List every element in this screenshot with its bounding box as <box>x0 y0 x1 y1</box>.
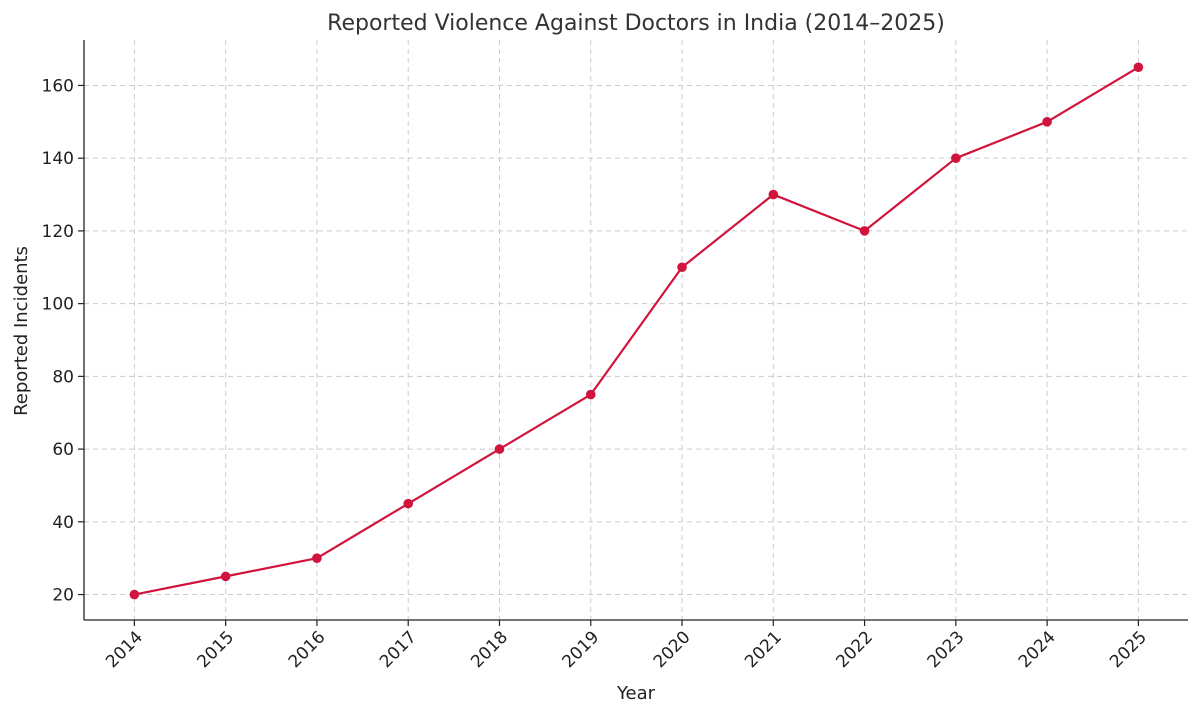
data-series <box>129 62 1144 600</box>
y-tick-label: 60 <box>52 440 74 460</box>
y-tick-label: 100 <box>42 295 74 315</box>
data-point <box>677 262 687 273</box>
series-line <box>134 66 1139 596</box>
y-tick-label: 80 <box>52 367 74 387</box>
data-point <box>494 444 505 454</box>
y-axis-label: Reported Incidents <box>11 246 32 416</box>
data-point <box>312 553 322 563</box>
data-point <box>129 589 140 600</box>
y-axis-ticks: 20 40 60 80 100 120 140 160 <box>42 76 84 606</box>
data-point <box>951 153 961 163</box>
data-point <box>403 498 414 509</box>
axes-spines <box>83 40 1188 621</box>
data-point <box>1133 62 1144 73</box>
x-tick-label: 2021 <box>741 627 786 672</box>
y-tick-label: 20 <box>52 586 74 606</box>
chart-title: Reported Violence Against Doctors in Ind… <box>327 11 945 36</box>
y-tick-label: 120 <box>42 222 74 242</box>
data-point <box>585 389 596 400</box>
x-tick-label: 2022 <box>832 627 877 672</box>
data-point <box>768 189 779 200</box>
x-tick-label: 2018 <box>467 627 512 672</box>
x-tick-label: 2017 <box>376 627 421 672</box>
y-tick-label: 140 <box>42 149 74 169</box>
x-tick-label: 2015 <box>193 627 238 672</box>
x-tick-label: 2025 <box>1106 627 1151 672</box>
grid-lines <box>84 40 1188 620</box>
y-tick-label: 40 <box>52 513 74 533</box>
x-tick-label: 2016 <box>285 627 330 672</box>
x-tick-label: 2024 <box>1015 627 1060 672</box>
x-tick-label: 2014 <box>102 627 147 672</box>
x-tick-label: 2020 <box>650 627 695 672</box>
y-tick-label: 160 <box>42 76 74 96</box>
x-axis-ticks: 2014 2015 2016 2017 2018 2019 2020 2021 2022 2023… <box>102 620 1151 672</box>
data-point <box>220 571 231 582</box>
data-point <box>1042 117 1052 127</box>
x-axis-label: Year <box>616 683 656 704</box>
x-tick-label: 2023 <box>924 627 969 672</box>
x-tick-label: 2019 <box>559 627 604 672</box>
data-point <box>859 226 870 236</box>
